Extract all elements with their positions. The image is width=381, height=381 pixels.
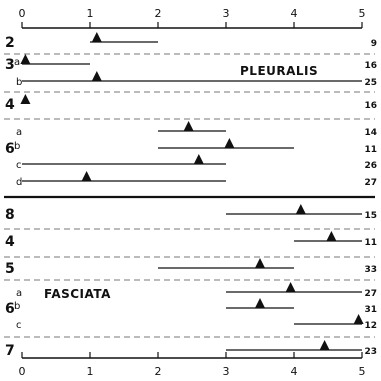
bottom-axis: 0 1 2 3 4 5	[19, 352, 366, 378]
mean-marker	[193, 154, 204, 164]
mean-marker	[20, 94, 31, 104]
bottom-tick-label: 3	[223, 365, 230, 378]
bottom-tick-label: 0	[19, 365, 26, 378]
row-count: 27	[364, 289, 377, 299]
mean-marker	[353, 314, 364, 324]
mean-marker	[285, 282, 296, 292]
mean-marker	[20, 54, 31, 64]
bottom-tick-label: 4	[291, 365, 298, 378]
row-count: 16	[364, 101, 377, 111]
row-count: 16	[364, 61, 377, 71]
row-label: 4	[5, 97, 15, 113]
bottom-tick-label: 1	[87, 365, 94, 378]
mean-marker	[255, 298, 265, 308]
row-count: 31	[364, 305, 377, 315]
row-sublabel: c	[16, 160, 22, 171]
mean-marker	[81, 171, 92, 181]
mean-marker	[224, 138, 235, 148]
top-tick-label: 3	[223, 7, 230, 20]
row-count: 11	[364, 238, 377, 248]
mean-marker	[295, 204, 306, 214]
top-tick-label: 5	[359, 7, 366, 20]
mean-marker	[91, 32, 102, 42]
row-sublabel: a	[14, 57, 20, 68]
row-count: 27	[364, 178, 377, 188]
row-label: 6	[5, 301, 15, 317]
mean-marker	[326, 231, 337, 241]
mean-marker	[255, 258, 265, 268]
row-label: 4	[5, 234, 15, 250]
group-label-pleuralis: PLEURALIS	[240, 64, 318, 78]
top-tick-label: 0	[19, 7, 26, 20]
top-tick-label: 2	[155, 7, 162, 20]
row-label: 8	[5, 207, 15, 223]
row-label: 5	[5, 261, 15, 277]
row-sublabel: c	[16, 320, 22, 331]
row-sublabel: b	[16, 77, 22, 88]
row-sublabel: a	[16, 288, 22, 299]
mean-marker	[91, 71, 102, 81]
row-count: 23	[364, 347, 377, 357]
row-sublabel: b	[14, 141, 20, 152]
mean-marker	[183, 121, 194, 131]
row-label: 7	[5, 343, 15, 359]
row-sublabel: a	[16, 127, 22, 138]
bottom-tick-label: 2	[155, 365, 162, 378]
bottom-tick-label: 5	[359, 365, 366, 378]
row-labels: 2 93 a 16b 254 16a 146 b 11c 26d 278 154 115 33a 276 b 3…	[5, 35, 377, 359]
row-count: 12	[364, 321, 377, 331]
row-count: 26	[364, 161, 377, 171]
row-separators	[4, 53, 375, 338]
row-count: 11	[364, 145, 377, 155]
row-label: 3	[5, 57, 15, 73]
top-tick-label: 4	[291, 7, 298, 20]
group-label-fasciata: FASCIATA	[44, 287, 111, 301]
row-count: 25	[364, 78, 377, 88]
top-tick-label: 1	[87, 7, 94, 20]
top-axis: 0 1 2 3 4 5	[19, 7, 366, 29]
row-label: 6	[5, 141, 15, 157]
row-count: 15	[364, 211, 377, 221]
row-count: 9	[371, 39, 377, 49]
row-count: 33	[364, 265, 377, 275]
row-sublabel: b	[14, 301, 20, 312]
row-sublabel: d	[16, 177, 22, 188]
row-count: 14	[364, 128, 377, 138]
data-rows	[20, 32, 364, 351]
row-label: 2	[5, 35, 15, 51]
mean-marker	[319, 340, 330, 350]
